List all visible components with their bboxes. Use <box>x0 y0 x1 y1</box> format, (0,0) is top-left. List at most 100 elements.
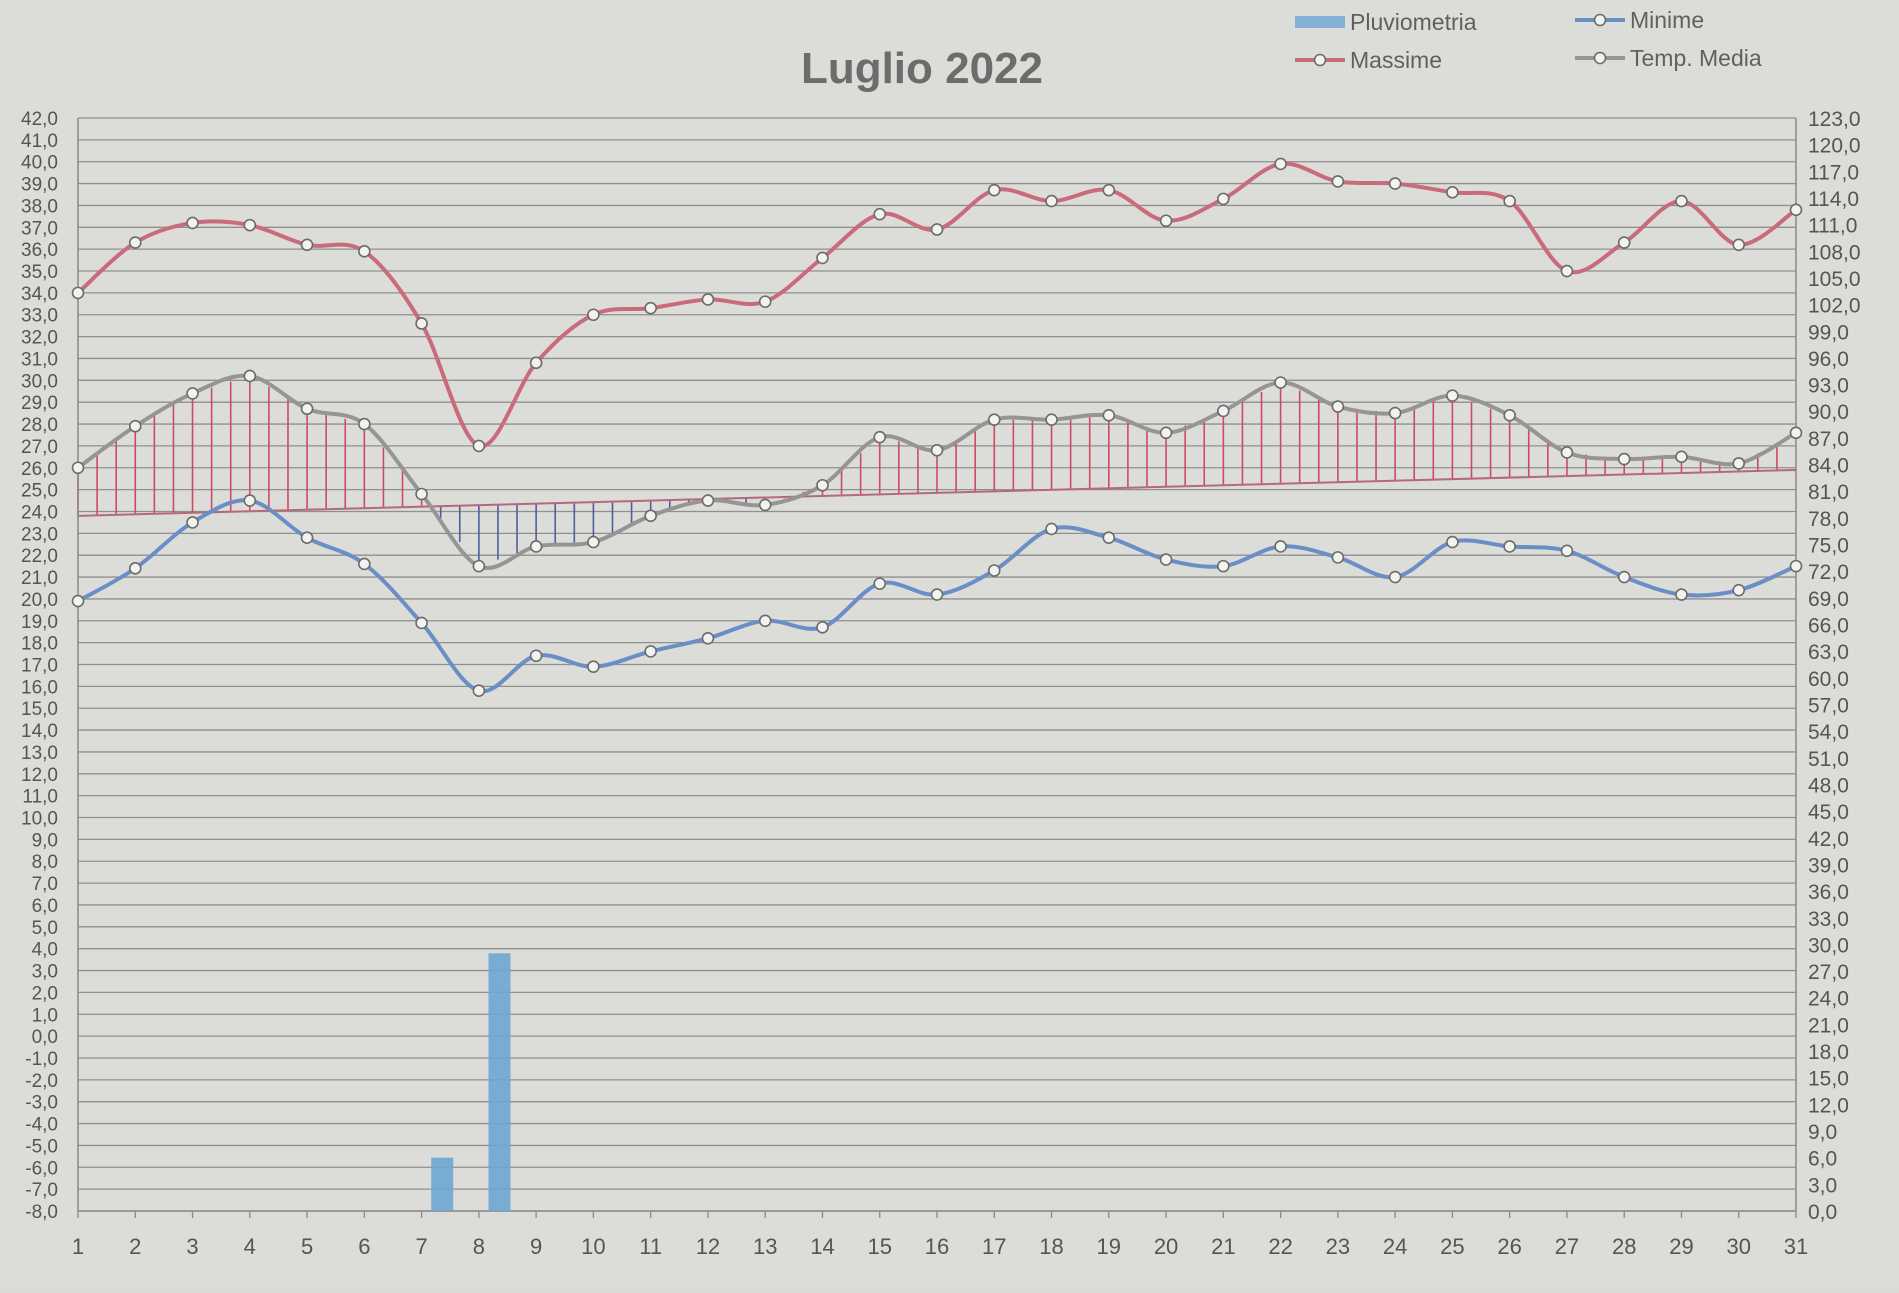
x-tick-label: 31 <box>1784 1234 1808 1259</box>
y-right-tick-label: 0,0 <box>1808 1201 1837 1224</box>
point-temp-media <box>1789 426 1803 440</box>
y-left-tick-label: 1,0 <box>32 1005 58 1026</box>
point-massime <box>1446 186 1459 199</box>
y-left-tick-label: 10,0 <box>21 809 58 830</box>
y-left-tick-label: 6,0 <box>32 896 58 917</box>
legend-swatch-bar <box>1295 16 1345 28</box>
x-tick-label: 24 <box>1383 1234 1407 1259</box>
point-massime <box>644 301 657 315</box>
x-tick-label: 13 <box>753 1234 777 1259</box>
point-temp-media <box>529 540 543 553</box>
point-minime <box>1274 540 1287 553</box>
y-left-tick-label: 23,0 <box>21 524 58 545</box>
point-temp-media <box>1503 408 1516 422</box>
y-left-tick-label: 29,0 <box>21 393 58 414</box>
y-right-tick-label: 99,0 <box>1808 321 1849 344</box>
reference-line <box>77 468 1797 517</box>
point-temp-media <box>1045 413 1058 426</box>
point-minime <box>1503 540 1516 553</box>
x-tick-label: 28 <box>1612 1234 1636 1259</box>
point-temp-media <box>1675 450 1688 464</box>
y-left-tick-label: 41,0 <box>21 131 58 152</box>
point-minime <box>415 616 428 630</box>
x-tick-label: 10 <box>581 1234 605 1259</box>
y-left-tick-label: 21,0 <box>21 568 58 589</box>
y-right-tick-label: 45,0 <box>1808 801 1849 824</box>
x-tick-label: 6 <box>358 1234 370 1259</box>
y-left-tick-label: 32,0 <box>21 328 58 349</box>
y-left-tick-label: -7,0 <box>25 1180 58 1201</box>
x-tick-label: 3 <box>186 1234 198 1259</box>
y-right-tick-label: 63,0 <box>1808 641 1849 664</box>
bar-pluviometria <box>431 1157 454 1211</box>
x-tick-label: 20 <box>1154 1234 1178 1259</box>
point-massime <box>987 183 1001 197</box>
y-left-tick-label: -5,0 <box>25 1136 58 1157</box>
x-tick-label: 15 <box>867 1234 891 1259</box>
y-right-tick-label: 33,0 <box>1808 908 1849 931</box>
x-tick-label: 21 <box>1211 1234 1235 1259</box>
point-minime <box>758 614 772 628</box>
y-right-tick-label: 69,0 <box>1808 588 1849 611</box>
y-left-tick-label: 17,0 <box>21 656 58 677</box>
point-massime <box>1159 214 1173 228</box>
x-tick-label: 27 <box>1555 1234 1579 1259</box>
point-massime <box>415 317 428 330</box>
point-temp-media <box>644 509 657 523</box>
x-tick-label: 2 <box>129 1234 141 1259</box>
y-right-tick-label: 120,0 <box>1808 135 1861 158</box>
point-minime <box>1560 544 1574 558</box>
point-temp-media <box>930 443 944 457</box>
point-temp-media <box>243 369 257 383</box>
y-left-tick-label: 11,0 <box>22 787 58 808</box>
y-left-tick-label: 36,0 <box>21 240 58 261</box>
y-left-tick-label: 25,0 <box>21 481 58 502</box>
x-tick-label: 14 <box>810 1234 834 1259</box>
x-tick-label: 4 <box>244 1234 256 1259</box>
series-points <box>71 157 1803 698</box>
x-tick-label: 18 <box>1039 1234 1063 1259</box>
legend-swatch-marker <box>1313 53 1327 67</box>
point-minime <box>1159 553 1173 566</box>
point-temp-media <box>701 494 715 507</box>
y-left-tick-label: 7,0 <box>32 874 58 895</box>
x-tick-label: 30 <box>1726 1234 1750 1259</box>
x-tick-label: 7 <box>415 1234 427 1259</box>
y-left-tick-label: 26,0 <box>21 459 58 480</box>
legend-swatch-marker <box>1593 13 1607 27</box>
point-massime <box>71 286 85 300</box>
point-minime <box>1675 588 1688 601</box>
point-massime <box>1675 194 1688 208</box>
y-right-tick-label: 66,0 <box>1808 615 1849 638</box>
point-minime <box>71 594 85 608</box>
point-massime <box>1388 177 1402 190</box>
y-right-tick-label: 72,0 <box>1808 561 1849 584</box>
x-tick-label: 22 <box>1268 1234 1292 1259</box>
point-minime <box>243 494 257 507</box>
point-temp-media <box>758 498 772 512</box>
y-right-tick-label: 18,0 <box>1808 1041 1849 1064</box>
point-minime <box>644 645 657 658</box>
y-right-tick-label: 21,0 <box>1808 1014 1849 1037</box>
x-tick-label: 16 <box>925 1234 949 1259</box>
point-minime <box>529 649 543 663</box>
point-minime <box>128 562 142 575</box>
y-right-tick-label: 48,0 <box>1808 774 1849 797</box>
chart-title: Luglio 2022 <box>801 44 1043 93</box>
y-right-tick-label: 96,0 <box>1808 348 1849 371</box>
x-tick-label: 12 <box>696 1234 720 1259</box>
point-temp-media <box>128 419 142 433</box>
y-left-tick-label: 37,0 <box>21 218 58 239</box>
point-temp-media <box>1560 446 1574 459</box>
y-axis-right-labels: 123,0 120,0 117,0 114,0 111,0 108,0 105,0 102,0… <box>1808 108 1861 1224</box>
point-minime <box>1789 559 1803 573</box>
point-temp-media <box>816 478 829 492</box>
y-axis-left-labels: 42,041,040,039,038,037,036,035,034,033,0… <box>21 109 58 1223</box>
y-right-tick-label: 123,0 <box>1808 108 1861 131</box>
y-right-tick-label: 75,0 <box>1808 535 1849 558</box>
point-massime <box>1274 157 1287 171</box>
legend-label: Pluviometria <box>1350 9 1477 35</box>
x-axis-labels: 1 2 3 4 5 6 7 8 9 10 11 12 13 14 15 16 17 18 19 20 21 22 23 24 2… <box>72 1234 1808 1259</box>
legend-label: Temp. Media <box>1630 45 1762 71</box>
